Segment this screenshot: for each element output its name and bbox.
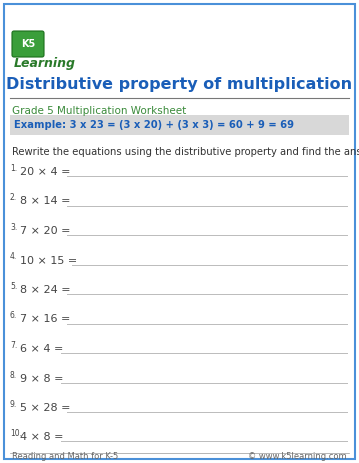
Text: 8 × 14 =: 8 × 14 = <box>20 196 70 206</box>
Text: 9.: 9. <box>10 400 17 409</box>
Text: 2.: 2. <box>10 194 17 202</box>
Text: 6 × 4 =: 6 × 4 = <box>20 344 64 354</box>
Text: Learning: Learning <box>14 57 76 70</box>
Text: Distributive property of multiplication: Distributive property of multiplication <box>6 77 353 93</box>
Text: 7 × 16 =: 7 × 16 = <box>20 314 70 325</box>
Text: 7.: 7. <box>10 341 17 350</box>
Text: 7 × 20 =: 7 × 20 = <box>20 226 70 236</box>
Text: © www.k5learning.com: © www.k5learning.com <box>248 452 347 461</box>
Text: 9 × 8 =: 9 × 8 = <box>20 374 64 383</box>
Text: 6.: 6. <box>10 312 17 320</box>
Text: 4.: 4. <box>10 252 17 262</box>
Text: 5 × 28 =: 5 × 28 = <box>20 403 70 413</box>
Text: 10.: 10. <box>10 430 22 438</box>
Text: 8.: 8. <box>10 370 17 380</box>
Text: Grade 5 Multiplication Worksheet: Grade 5 Multiplication Worksheet <box>12 106 186 116</box>
Text: 5.: 5. <box>10 282 17 291</box>
Text: 1.: 1. <box>10 164 17 173</box>
Text: 20 × 4 =: 20 × 4 = <box>20 167 70 177</box>
Text: 4 × 8 =: 4 × 8 = <box>20 432 64 443</box>
Text: 10 × 15 =: 10 × 15 = <box>20 256 77 265</box>
Bar <box>10 115 349 135</box>
Text: Example: 3 x 23 = (3 x 20) + (3 x 3) = 60 + 9 = 69: Example: 3 x 23 = (3 x 20) + (3 x 3) = 6… <box>14 120 294 130</box>
Text: K5: K5 <box>21 39 35 49</box>
Text: 3.: 3. <box>10 223 17 232</box>
Text: 8 × 24 =: 8 × 24 = <box>20 285 71 295</box>
Text: Reading and Math for K-5: Reading and Math for K-5 <box>12 452 118 461</box>
FancyBboxPatch shape <box>12 31 44 57</box>
Text: Rewrite the equations using the distributive property and find the answer.: Rewrite the equations using the distribu… <box>12 147 359 157</box>
